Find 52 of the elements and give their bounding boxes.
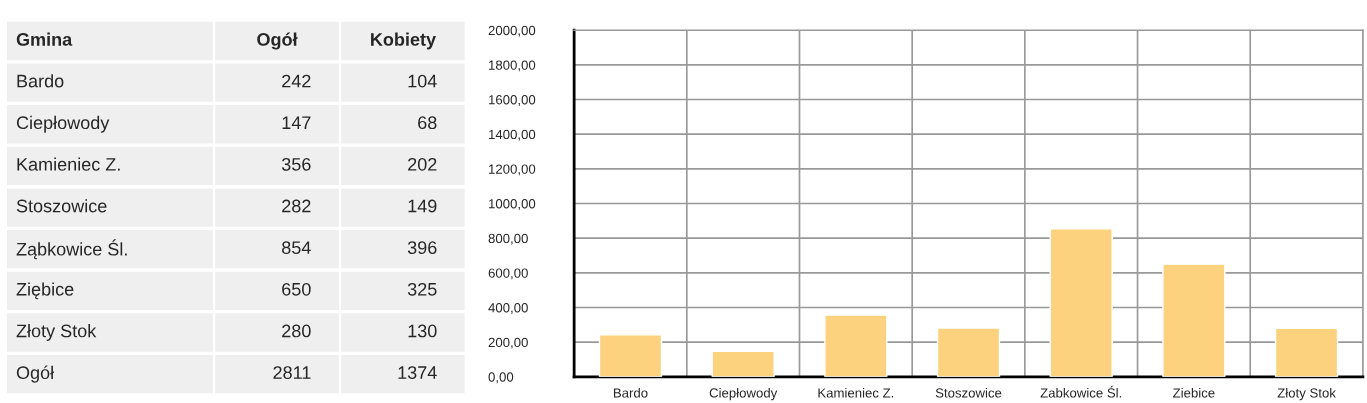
x-tick-label: Bardo <box>613 387 648 398</box>
data-label: 104 <box>408 74 437 88</box>
y-tick-label: 1600,00 <box>489 95 536 107</box>
y-tick-label: 1200,00 <box>489 164 536 176</box>
series-label: Ogół <box>257 32 298 50</box>
x-tick-label: Ciepłowody <box>709 387 778 401</box>
bar <box>1274 327 1339 377</box>
bar <box>1049 228 1113 377</box>
y-tick-label: 2000,00 <box>488 25 536 37</box>
y-tick-label: 1000,00 <box>489 199 536 210</box>
x-tick-label: Zabkowice Śl. <box>1040 385 1122 398</box>
data-label: 396 <box>407 241 437 255</box>
x-tick-label: Złoty Stok <box>1277 387 1336 401</box>
bar <box>711 350 775 377</box>
category-label: Kamieniec Z. <box>17 157 120 171</box>
category-label: Ciepłowody <box>16 115 110 133</box>
data-label: 854 <box>282 241 311 255</box>
data-label: 202 <box>408 157 437 171</box>
bar <box>824 314 888 377</box>
data-label: 1374 <box>398 366 437 379</box>
bar <box>1162 263 1226 377</box>
category-label: Ziębice <box>16 282 74 300</box>
y-tick-label: 0,00 <box>488 372 514 384</box>
category-label: Ogół <box>16 365 55 383</box>
bar <box>598 334 663 377</box>
category-label: Ząbkowice Śl. <box>16 239 127 260</box>
y-tick-label: 1400,00 <box>489 129 536 141</box>
data-label: 356 <box>281 157 311 171</box>
y-tick-label: 400,00 <box>488 303 528 314</box>
data-label: 68 <box>418 116 437 130</box>
bar <box>936 327 1001 377</box>
data-label: 149 <box>408 199 437 213</box>
data-label: 130 <box>408 324 437 338</box>
y-tick-label: 200,00 <box>488 337 528 349</box>
data-label: 280 <box>282 324 311 338</box>
category-label: Stoszowice <box>16 199 107 213</box>
data-label: 147 <box>282 116 311 129</box>
y-tick-label: 1800,00 <box>489 60 536 72</box>
series-label: Kobiety <box>371 32 436 50</box>
y-tick-label: 600,00 <box>488 268 528 280</box>
x-tick-label: Kamieniec Z. <box>818 387 894 398</box>
data-label: 650 <box>282 282 311 296</box>
data-label: 325 <box>407 282 437 296</box>
data-label: 242 <box>282 74 311 88</box>
data-label: 282 <box>282 199 311 213</box>
x-tick-label: Stoszowice <box>935 387 1002 398</box>
text: Gmina <box>16 32 73 46</box>
x-tick-label: Ziebice <box>1173 387 1215 398</box>
data-label: 2811 <box>273 366 311 379</box>
category-label: Złoty Stok <box>16 324 97 341</box>
category-label: Bardo <box>17 74 64 88</box>
y-tick-label: 800,00 <box>488 233 528 245</box>
